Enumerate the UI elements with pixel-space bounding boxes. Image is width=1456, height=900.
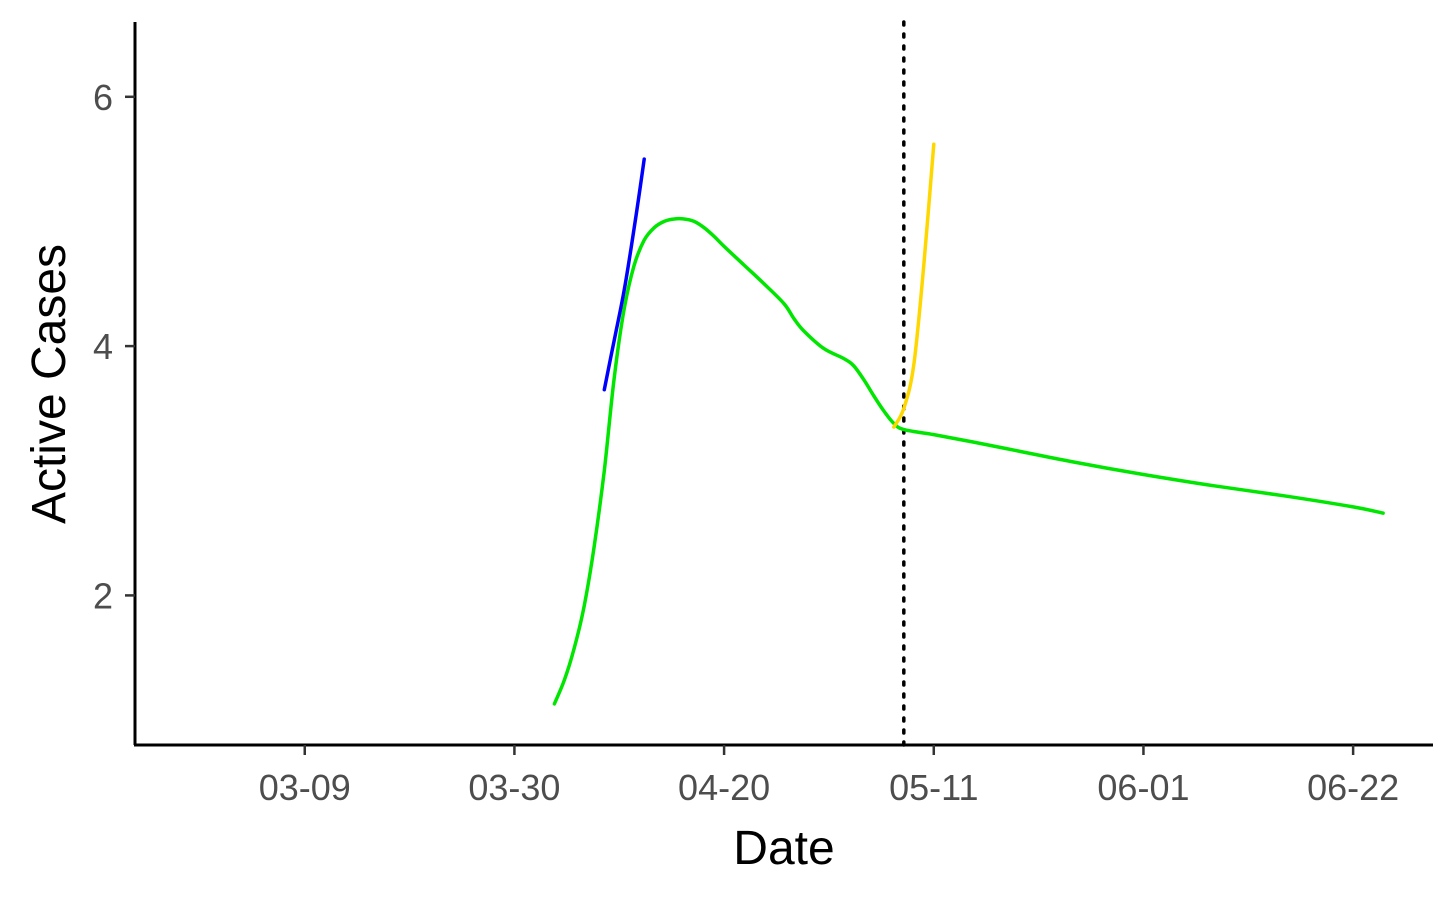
y-axis-title: Active Cases [23,244,76,524]
y-tick-label: 4 [93,326,113,367]
x-tick-label: 06-01 [1097,767,1189,808]
x-tick-label: 03-09 [259,767,351,808]
series-line-blue [602,157,646,392]
x-tick-label: 05-11 [889,767,978,808]
x-tick-label: 04-20 [678,767,770,808]
x-tick-label: 03-30 [468,767,560,808]
series-layer [552,142,1385,706]
x-axis-title: Date [733,822,834,875]
y-tick-label: 6 [93,77,113,118]
x-tick-label: 06-22 [1307,767,1399,808]
y-tick-label: 2 [93,575,113,616]
axis-ticks: 03-09 03-30 04-20 05-11 06-01 06-22 2 4 6 [93,77,1399,808]
series-line-green [552,216,1385,706]
series-line-yellow [892,142,936,429]
